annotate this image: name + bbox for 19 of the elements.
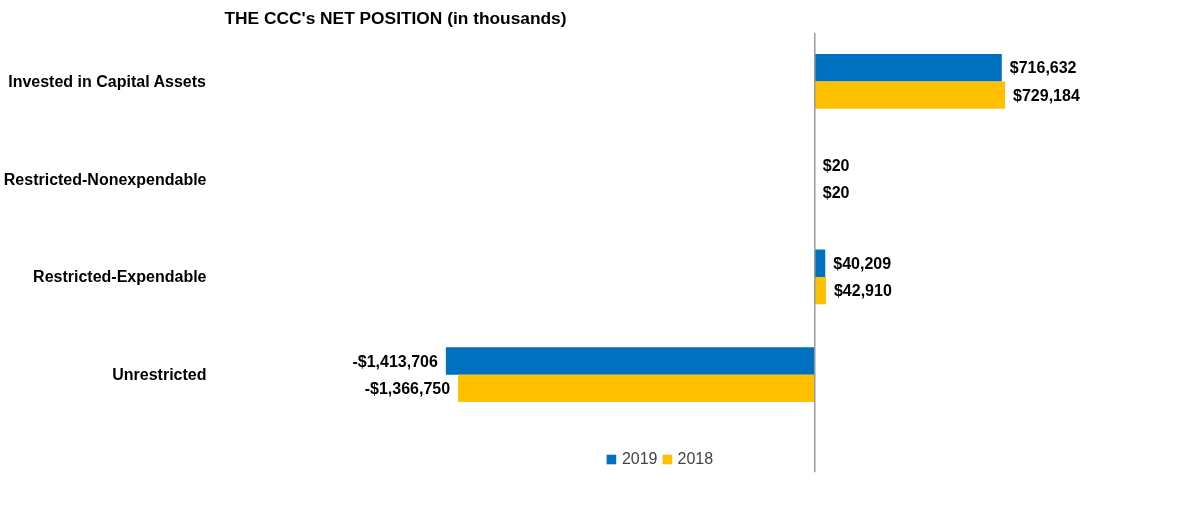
y-tick-label: Unrestricted	[112, 366, 207, 384]
data-label: $716,632	[1009, 59, 1077, 77]
legend-label: 2019	[621, 450, 658, 468]
bar	[458, 374, 815, 403]
data-label: $40,209	[833, 254, 892, 272]
y-tick-label: Restricted-Nonexpendable	[3, 170, 207, 188]
data-label: $729,184	[1013, 86, 1080, 104]
data-label: $42,910	[833, 282, 892, 300]
y-tick-label: Invested in Capital Assets	[8, 72, 207, 90]
data-label: -$1,413,706	[352, 352, 438, 370]
data-label: $20	[822, 156, 850, 174]
y-tick-label: Restricted-Expendable	[33, 268, 207, 286]
chart-title: THE CCC's NET POSITION (in thousands)	[224, 7, 567, 28]
data-label: $20	[822, 184, 850, 202]
bar	[814, 81, 1006, 109]
bar	[445, 347, 815, 375]
data-label: -$1,366,750	[364, 379, 451, 397]
bar	[814, 54, 1002, 82]
legend-label: 2018	[677, 450, 714, 468]
